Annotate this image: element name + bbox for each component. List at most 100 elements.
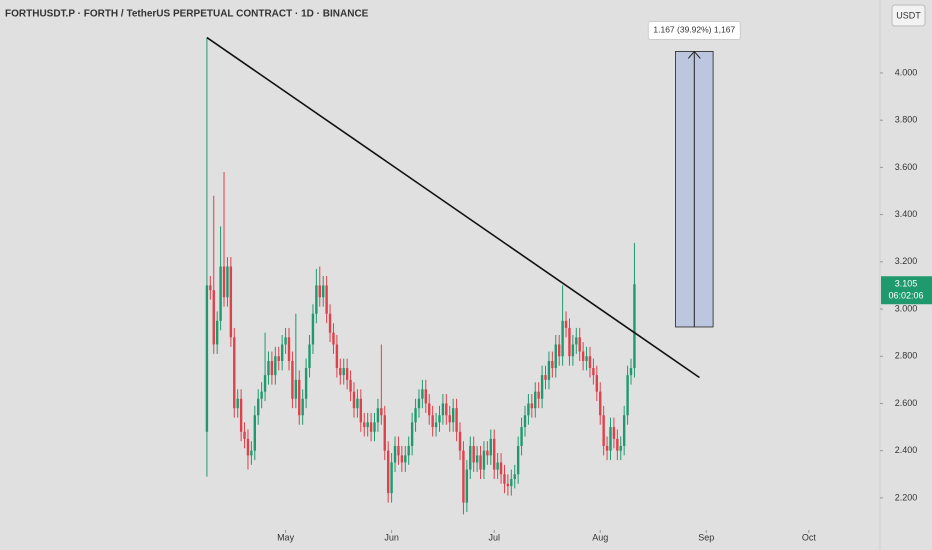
candle-body	[250, 450, 253, 456]
candle-body	[523, 415, 527, 428]
candle-body	[311, 313, 315, 345]
candle-body	[366, 422, 369, 428]
candle-body	[414, 408, 417, 423]
candle-body	[421, 389, 424, 399]
candle-body	[277, 356, 280, 361]
candle-body	[486, 450, 489, 456]
candle-body	[219, 266, 222, 321]
currency-box[interactable]	[891, 4, 926, 27]
candle-body	[469, 445, 472, 470]
candle-body	[363, 422, 366, 428]
trendline	[206, 36, 700, 379]
candle-body	[376, 408, 380, 423]
candle-body	[345, 368, 349, 380]
candle-body	[287, 337, 291, 361]
candle-body	[349, 379, 352, 392]
candle-body	[619, 445, 622, 451]
candle-body	[428, 403, 431, 416]
candle-body	[431, 415, 434, 428]
candle-body	[304, 368, 308, 399]
candle-body	[301, 398, 304, 416]
candle-body	[417, 398, 421, 409]
candle-body	[291, 360, 294, 399]
chart-title: FORTHUSDT.P · FORTH / TetherUS PERPETUAL…	[5, 9, 369, 20]
candle-body	[585, 356, 588, 361]
measure-label-box	[647, 20, 741, 40]
candle-body	[496, 462, 499, 470]
candle-body	[284, 337, 287, 345]
candle-body	[253, 415, 256, 451]
candle-body	[328, 313, 332, 333]
candle-body	[534, 391, 537, 409]
candle-body	[393, 445, 397, 463]
candle-body	[410, 422, 414, 446]
candle-body	[595, 375, 599, 392]
candle-body	[489, 438, 492, 456]
candle-body	[609, 427, 612, 451]
candle-body	[441, 403, 445, 416]
candle-body	[554, 344, 557, 369]
candle-body	[622, 415, 626, 446]
candle-body	[356, 398, 359, 409]
candle-body	[568, 327, 571, 357]
measure-arrow-head	[687, 50, 701, 59]
candle-body	[373, 422, 376, 432]
candle-body	[612, 427, 616, 439]
candle-body	[215, 320, 219, 345]
candle-body	[243, 431, 246, 439]
candle-body	[386, 450, 390, 494]
candle-body	[233, 337, 236, 409]
candle-body	[629, 368, 633, 376]
candle-body	[451, 408, 455, 423]
candle-body	[212, 290, 215, 345]
candle-body	[516, 445, 520, 475]
candle-body	[390, 462, 393, 494]
candle-body	[209, 285, 212, 291]
candle-body	[294, 379, 298, 399]
candle-body	[260, 391, 263, 399]
y-tick-label: 2.800	[895, 351, 918, 361]
candle-body	[424, 389, 428, 404]
candle-body	[513, 474, 516, 480]
y-tick-label: 3.800	[895, 115, 918, 125]
candle-body	[544, 375, 547, 380]
candle-body	[434, 422, 438, 428]
candle-body	[400, 455, 404, 463]
candle-body	[571, 344, 575, 357]
candle-body	[455, 408, 458, 432]
candle-body	[557, 344, 561, 357]
candle-body	[633, 284, 636, 369]
candle-body	[626, 375, 629, 416]
candle-body	[578, 337, 581, 352]
x-tick-label: Jun	[384, 532, 399, 542]
candle-body	[339, 368, 342, 376]
y-tick-label: 3.400	[895, 209, 918, 219]
currency: USDT	[896, 10, 921, 20]
y-tick-label: 4.000	[895, 67, 918, 77]
candle-body	[325, 285, 328, 314]
candle-body	[315, 285, 318, 314]
candle-body	[575, 337, 578, 345]
candle-body	[510, 479, 513, 487]
candle-body	[263, 375, 267, 392]
candle-body	[308, 344, 311, 369]
candle-body	[274, 356, 277, 376]
candle-body	[616, 438, 619, 451]
candle-body	[280, 344, 284, 361]
y-tick-label: 3.200	[895, 256, 918, 266]
candle-body	[380, 408, 383, 416]
candle-body	[472, 445, 475, 463]
candle-body	[369, 422, 373, 432]
candle-body	[493, 438, 496, 470]
candle-body	[383, 415, 386, 451]
candle-body	[445, 403, 448, 416]
candle-body	[222, 266, 226, 298]
x-tick-label: Aug	[592, 532, 608, 542]
candle-body	[318, 285, 321, 298]
x-tick-label: May	[277, 532, 295, 542]
last-price-box	[881, 276, 932, 305]
candle-body	[588, 356, 592, 369]
candle-body	[407, 445, 410, 456]
